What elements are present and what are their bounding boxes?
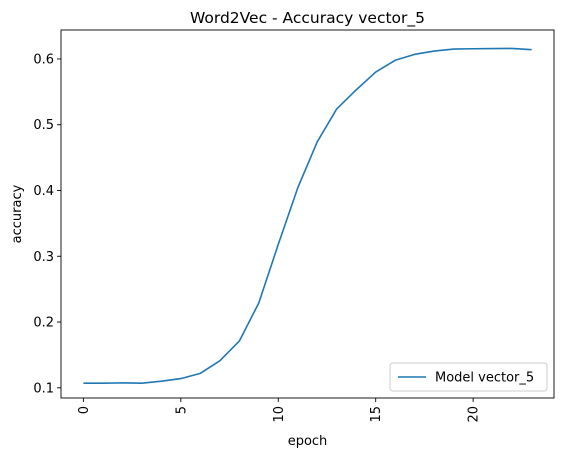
chart-title: Word2Vec - Accuracy vector_5 (190, 9, 425, 28)
x-tick-label: 15 (369, 406, 384, 423)
y-tick-label: 0.6 (33, 52, 54, 67)
x-tick-label: 5 (174, 406, 189, 414)
legend: Model vector_5 (389, 362, 548, 392)
y-tick-label: 0.4 (33, 184, 54, 199)
x-tick-label: 10 (272, 406, 287, 423)
y-tick-label: 0.5 (33, 118, 54, 133)
plot-area: Word2Vec - Accuracy vector_5 0 5 10 15 20 0.1 0… (10, 9, 555, 449)
series-line-0 (83, 47, 532, 385)
y-tick-label: 0.1 (33, 381, 54, 396)
y-axis-label: accuracy (10, 184, 25, 243)
legend-box (389, 362, 548, 392)
x-axis-label: epoch (288, 434, 328, 449)
y-tick-label: 0.2 (33, 316, 54, 331)
legend-label: Model vector_5 (435, 371, 534, 386)
axes-frame (60, 29, 555, 399)
y-tick-label: 0.3 (33, 250, 54, 265)
x-tick-label: 0 (77, 406, 92, 414)
x-tick-label: 20 (467, 406, 482, 423)
